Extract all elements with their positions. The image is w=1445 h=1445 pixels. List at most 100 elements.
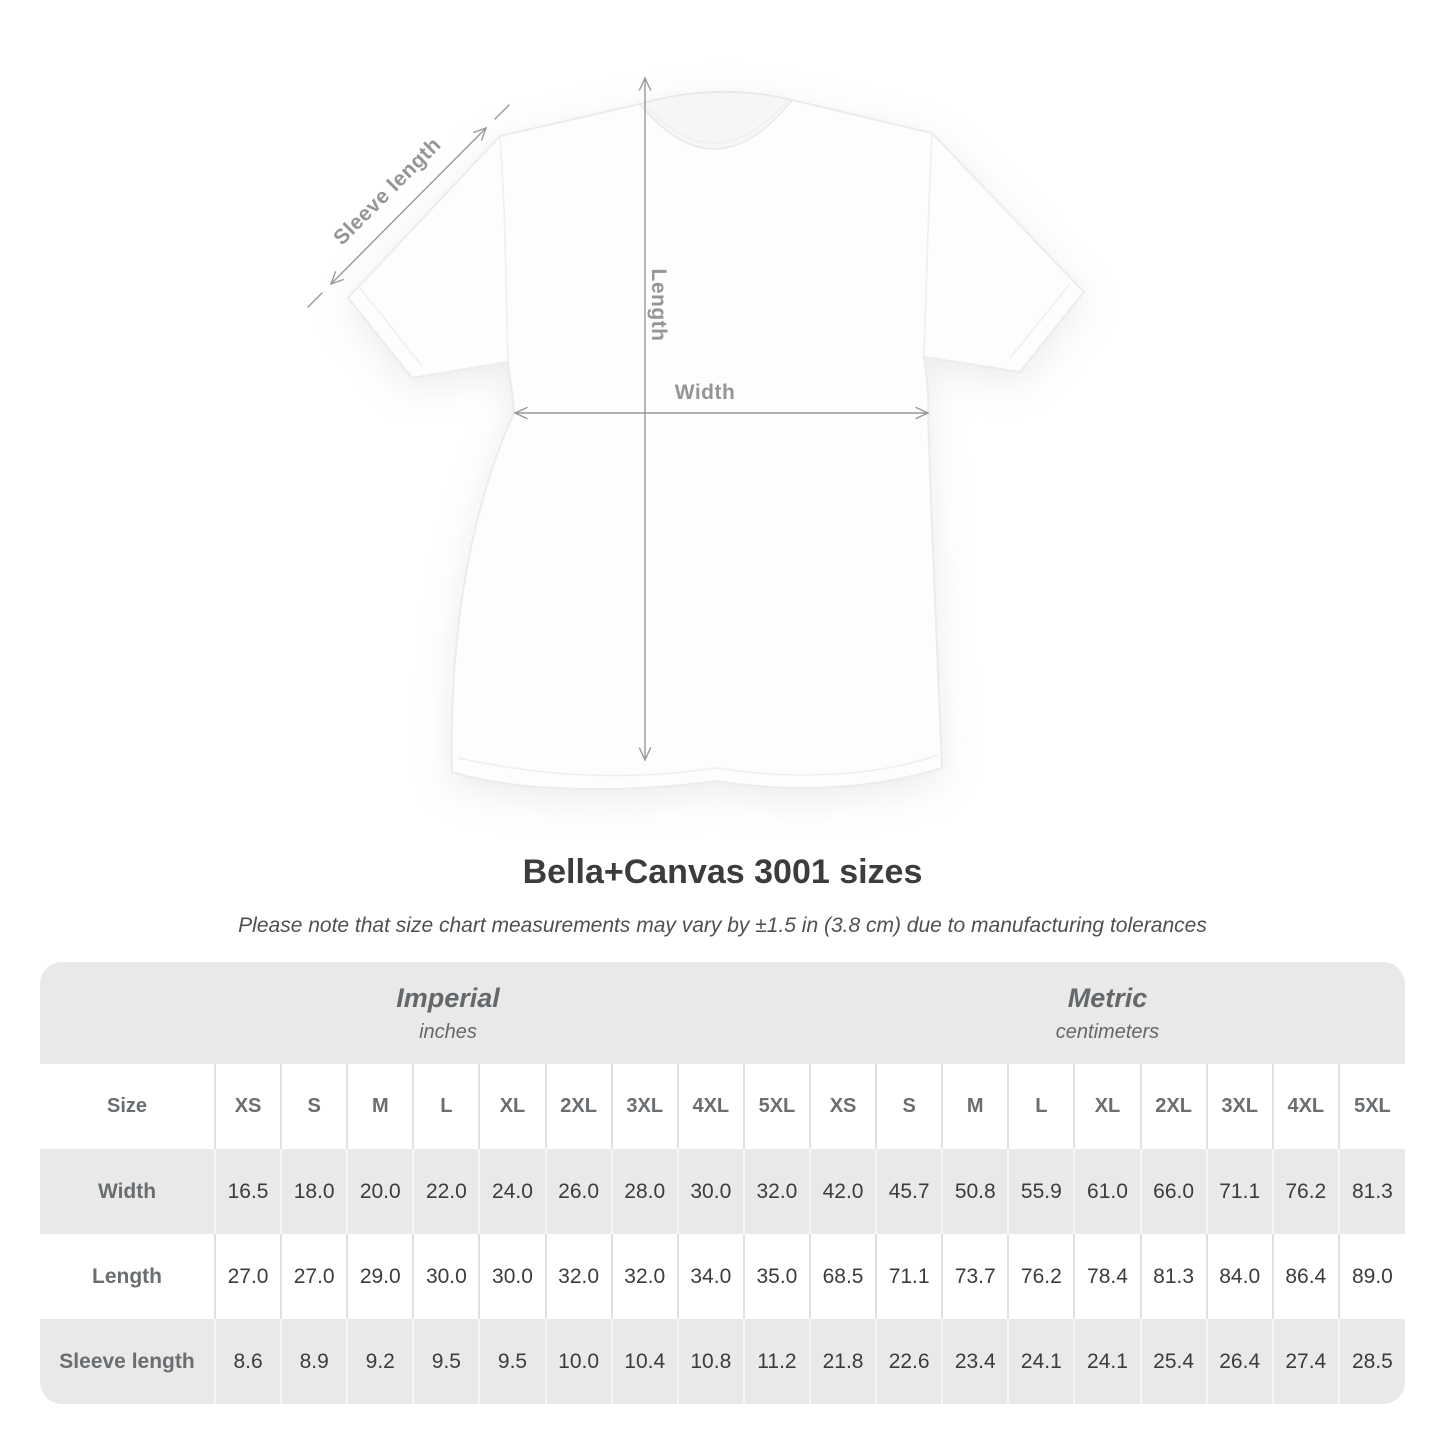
size-chart-table: Imperial inches Metric centimeters Size X… [40, 962, 1405, 1404]
value-cell: 81.3 [1139, 1234, 1207, 1319]
page-title: Bella+Canvas 3001 sizes [522, 853, 923, 891]
value-cell: 27.4 [1271, 1319, 1339, 1404]
size-column-header: 5XL [1337, 1064, 1405, 1149]
size-column-header: 2XL [1139, 1064, 1207, 1149]
table-row: Sleeve length 8.6 8.9 9.2 9.5 9.5 10.0 10.4 10.8… [40, 1319, 1405, 1404]
collar [638, 91, 794, 150]
tshirt-measurement-diagram: Length Width Sleeve length [307, 76, 1086, 790]
units-header-row: Imperial inches Metric centimeters [40, 962, 1405, 1064]
value-cell: 10.8 [676, 1319, 744, 1404]
metric-group-header: Metric centimeters [809, 962, 1405, 1064]
value-cell: 22.0 [412, 1149, 480, 1234]
value-cell: 8.9 [280, 1319, 348, 1404]
value-cell: 22.6 [875, 1319, 943, 1404]
imperial-group-header: Imperial inches [40, 962, 810, 1064]
tolerance-note: Please note that size chart measurements… [238, 914, 1207, 937]
value-cell: 28.0 [610, 1149, 678, 1234]
value-cell: 32.0 [742, 1149, 810, 1234]
value-cell: 55.9 [1007, 1149, 1075, 1234]
tshirt-diagram-svg: Length Width Sleeve length [307, 76, 1086, 790]
value-cell: 10.0 [544, 1319, 612, 1404]
value-cell: 61.0 [1073, 1149, 1141, 1234]
value-cell: 26.4 [1205, 1319, 1273, 1404]
size-column-header: 3XL [1205, 1064, 1273, 1149]
size-column-header: 4XL [676, 1064, 744, 1149]
value-cell: 89.0 [1337, 1234, 1405, 1319]
size-column-header: 5XL [742, 1064, 810, 1149]
size-column-header: 4XL [1271, 1064, 1339, 1149]
value-cell: 16.5 [213, 1149, 282, 1234]
value-cell: 30.0 [412, 1234, 480, 1319]
value-cell: 29.0 [346, 1234, 414, 1319]
value-cell: 24.0 [478, 1149, 546, 1234]
value-cell: 26.0 [544, 1149, 612, 1234]
size-column-header: XL [1073, 1064, 1141, 1149]
length-arrow [638, 76, 652, 762]
value-cell: 24.1 [1073, 1319, 1141, 1404]
size-corner-label: Size [40, 1064, 215, 1149]
value-cell: 9.5 [412, 1319, 480, 1404]
size-column-header: L [412, 1064, 480, 1149]
value-cell: 78.4 [1073, 1234, 1141, 1319]
size-column-header: S [875, 1064, 943, 1149]
size-column-header: 3XL [610, 1064, 678, 1149]
sleeve-length-arrow [307, 104, 510, 308]
row-label: Length [40, 1234, 215, 1319]
value-cell: 30.0 [676, 1149, 744, 1234]
row-label: Sleeve length [40, 1319, 215, 1404]
size-column-header: M [941, 1064, 1009, 1149]
value-cell: 81.3 [1337, 1149, 1405, 1234]
size-column-header: XL [478, 1064, 546, 1149]
size-column-header: XS [808, 1064, 877, 1149]
value-cell: 32.0 [610, 1234, 678, 1319]
size-chart: Imperial inches Metric centimeters Size X… [40, 962, 1405, 1404]
table-row: Width 16.5 18.0 20.0 22.0 24.0 26.0 28.0 30.0 32.… [40, 1149, 1405, 1234]
metric-unit-label: centimeters [1055, 1020, 1160, 1043]
value-cell: 21.8 [808, 1319, 877, 1404]
width-label: Width [675, 381, 736, 404]
value-cell: 34.0 [676, 1234, 744, 1319]
size-column-header: L [1007, 1064, 1075, 1149]
tshirt-illustration [346, 90, 1086, 790]
value-cell: 20.0 [346, 1149, 414, 1234]
value-cell: 42.0 [808, 1149, 877, 1234]
value-cell: 9.2 [346, 1319, 414, 1404]
value-cell: 11.2 [742, 1319, 810, 1404]
value-cell: 86.4 [1271, 1234, 1339, 1319]
value-cell: 8.6 [213, 1319, 282, 1404]
value-cell: 25.4 [1139, 1319, 1207, 1404]
value-cell: 68.5 [808, 1234, 877, 1319]
value-cell: 10.4 [610, 1319, 678, 1404]
value-cell: 84.0 [1205, 1234, 1273, 1319]
value-cell: 24.1 [1007, 1319, 1075, 1404]
value-cell: 73.7 [941, 1234, 1009, 1319]
value-cell: 50.8 [941, 1149, 1009, 1234]
size-column-header: S [280, 1064, 348, 1149]
value-cell: 35.0 [742, 1234, 810, 1319]
value-cell: 66.0 [1139, 1149, 1207, 1234]
size-header-row: Size XS S M L XL 2XL 3XL 4XL 5XL XS S M L XL 2XL 3XL 4XL 5… [40, 1064, 1405, 1149]
metric-label: Metric [1067, 982, 1148, 1013]
value-cell: 30.0 [478, 1234, 546, 1319]
value-cell: 45.7 [875, 1149, 943, 1234]
value-cell: 32.0 [544, 1234, 612, 1319]
length-label: Length [647, 269, 670, 342]
value-cell: 71.1 [1205, 1149, 1273, 1234]
table-row: Length 27.0 27.0 29.0 30.0 30.0 32.0 32.0 34.0 35… [40, 1234, 1405, 1319]
size-column-header: M [346, 1064, 414, 1149]
imperial-unit-label: inches [419, 1020, 477, 1043]
size-column-header: XS [213, 1064, 282, 1149]
row-label: Width [40, 1149, 215, 1234]
size-column-header: 2XL [544, 1064, 612, 1149]
value-cell: 28.5 [1337, 1319, 1405, 1404]
value-cell: 76.2 [1271, 1149, 1339, 1234]
value-cell: 27.0 [280, 1234, 348, 1319]
value-cell: 76.2 [1007, 1234, 1075, 1319]
value-cell: 9.5 [478, 1319, 546, 1404]
imperial-label: Imperial [396, 982, 500, 1013]
value-cell: 27.0 [213, 1234, 282, 1319]
value-cell: 23.4 [941, 1319, 1009, 1404]
width-arrow [513, 406, 930, 420]
value-cell: 71.1 [875, 1234, 943, 1319]
value-cell: 18.0 [280, 1149, 348, 1234]
